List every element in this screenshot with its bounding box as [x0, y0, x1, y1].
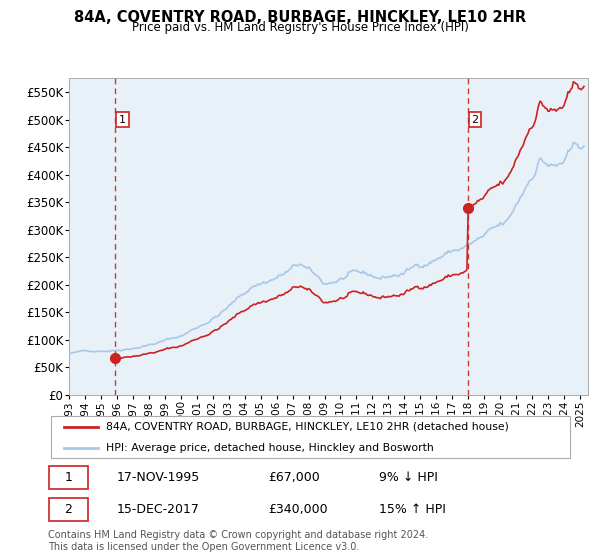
FancyBboxPatch shape	[49, 466, 88, 489]
Text: 84A, COVENTRY ROAD, BURBAGE, HINCKLEY, LE10 2HR (detached house): 84A, COVENTRY ROAD, BURBAGE, HINCKLEY, L…	[106, 422, 509, 432]
Text: 84A, COVENTRY ROAD, BURBAGE, HINCKLEY, LE10 2HR: 84A, COVENTRY ROAD, BURBAGE, HINCKLEY, L…	[74, 10, 526, 25]
Text: £67,000: £67,000	[269, 471, 320, 484]
Text: 9% ↓ HPI: 9% ↓ HPI	[379, 471, 437, 484]
FancyBboxPatch shape	[50, 416, 571, 459]
Text: Price paid vs. HM Land Registry's House Price Index (HPI): Price paid vs. HM Land Registry's House …	[131, 21, 469, 34]
Text: 15% ↑ HPI: 15% ↑ HPI	[379, 502, 446, 516]
Text: 2: 2	[65, 502, 73, 516]
Text: HPI: Average price, detached house, Hinckley and Bosworth: HPI: Average price, detached house, Hinc…	[106, 443, 433, 453]
Text: 15-DEC-2017: 15-DEC-2017	[116, 502, 199, 516]
Text: 1: 1	[65, 471, 73, 484]
Text: Contains HM Land Registry data © Crown copyright and database right 2024.
This d: Contains HM Land Registry data © Crown c…	[48, 530, 428, 552]
Text: 17-NOV-1995: 17-NOV-1995	[116, 471, 199, 484]
Text: £340,000: £340,000	[269, 502, 328, 516]
Text: 1: 1	[119, 115, 126, 125]
FancyBboxPatch shape	[49, 498, 88, 521]
Text: 2: 2	[472, 115, 479, 125]
